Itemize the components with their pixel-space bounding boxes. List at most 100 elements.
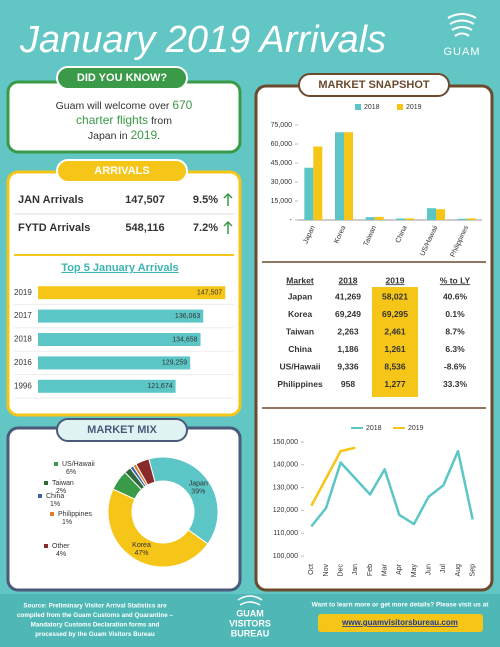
table-cell: China — [288, 344, 312, 354]
x-tick-label: May — [411, 564, 418, 578]
x-tick-label: Jul — [440, 564, 447, 573]
bar — [396, 218, 406, 220]
x-tick-label: Apr — [396, 563, 403, 575]
value-label: 129,259 — [162, 360, 187, 367]
market-mix-title: MARKET MIX — [87, 424, 157, 436]
table-cell: Japan — [288, 291, 313, 301]
did-you-know-title: DID YOU KNOW? — [77, 72, 168, 84]
bar — [38, 333, 201, 346]
table-header: 2018 — [339, 275, 358, 285]
cta-text: Want to learn more or get more details? … — [312, 602, 490, 609]
slice-value: 1% — [50, 501, 60, 508]
table-cell: 8.7% — [445, 326, 465, 336]
x-tick-label: Aug — [455, 564, 462, 577]
table-header: % to LY — [440, 275, 471, 285]
slice-value: 39% — [191, 488, 205, 495]
value-label: 121,674 — [147, 383, 172, 390]
category-label: 2016 — [14, 358, 32, 367]
footer-logo-mark — [237, 595, 263, 606]
donut-slice — [107, 488, 209, 568]
bar — [38, 286, 226, 300]
table-cell: 8,536 — [384, 361, 406, 371]
url-button[interactable] — [318, 614, 483, 632]
legend-swatch — [397, 104, 403, 110]
table-cell: -8.6% — [444, 361, 467, 371]
arrival-change: 7.2% — [193, 222, 218, 234]
bar — [38, 309, 204, 323]
category-label: 2019 — [14, 288, 32, 297]
donut-slice — [148, 456, 219, 545]
table-cell: 58,021 — [382, 291, 408, 301]
fact-line: Guam will welcome over 670 — [56, 98, 193, 112]
fact-text: from — [148, 115, 172, 127]
x-tick-label: Jan — [352, 564, 359, 575]
bar — [427, 208, 436, 220]
bar — [405, 218, 415, 220]
table-header: Market — [286, 275, 314, 285]
slice-value: 47% — [134, 550, 148, 557]
value-label: 136,063 — [175, 313, 200, 320]
arrivals-title: ARRIVALS — [94, 165, 149, 177]
fact-line: Japan in 2019. — [88, 128, 160, 142]
y-tick-label: 100,000 — [273, 553, 298, 560]
y-tick-label: 130,000 — [273, 484, 298, 491]
x-tick-label: Feb — [367, 564, 374, 576]
table-cell: US/Hawaii — [279, 361, 320, 371]
fact-line: charter flights from — [76, 113, 172, 127]
arrival-count: 147,507 — [125, 194, 165, 206]
table-header: 2019 — [386, 275, 405, 285]
donut-slice — [135, 458, 156, 486]
footer-logo-text: BUREAU — [231, 628, 270, 638]
snapshot-pill — [298, 73, 450, 97]
bar — [38, 356, 191, 370]
legend-label: 2018 — [364, 104, 380, 111]
logo-mark — [447, 13, 477, 37]
x-tick-label: Dec — [338, 564, 345, 577]
y-tick-label: 140,000 — [273, 462, 298, 469]
table-cell: 958 — [341, 379, 355, 389]
y-tick-label: 75,000 — [271, 122, 293, 129]
arrival-change: 9.5% — [193, 194, 218, 206]
table-cell: 6.3% — [445, 344, 465, 354]
slice-label: Other — [52, 543, 70, 550]
bar — [313, 146, 323, 220]
slice-value: 2% — [56, 488, 66, 495]
bar — [365, 217, 375, 220]
slice-label: US/Hawaii — [62, 461, 95, 468]
x-tick-label: Oct — [308, 564, 315, 575]
label-swatch — [54, 462, 58, 466]
up-arrow — [223, 220, 233, 234]
y-tick-label: 110,000 — [273, 530, 298, 537]
y-tick-label: 30,000 — [271, 179, 293, 186]
footer-logo-text: VISITORS — [229, 618, 271, 628]
category-label: 2017 — [14, 311, 32, 320]
legend-label: 2019 — [406, 104, 422, 111]
bar — [344, 132, 353, 220]
bar — [374, 216, 384, 220]
source-text: processed by the Guam Visitors Bureau — [35, 631, 155, 638]
url[interactable]: www.guamvisitorsbureau.com — [341, 618, 458, 627]
value-label: 134,658 — [172, 336, 197, 343]
footer-logo-text: GUAM — [236, 608, 264, 618]
x-tick-label: Jun — [426, 564, 433, 575]
legend-label: 2019 — [408, 425, 424, 432]
arrival-label: FYTD Arrivals — [18, 222, 90, 234]
y-tick-label: 120,000 — [273, 507, 298, 514]
line-series — [310, 446, 356, 507]
table-cell: 2,263 — [337, 326, 359, 336]
y-tick-label: 45,000 — [271, 160, 293, 167]
y-tick-label: 150,000 — [273, 439, 298, 446]
label-swatch — [44, 481, 48, 485]
snapshot-title: MARKET SNAPSHOT — [318, 79, 430, 91]
label-swatch — [50, 512, 54, 516]
table-cell: 33.3% — [443, 379, 468, 389]
slice-label: Japan — [189, 480, 208, 487]
fact-highlight: 670 — [172, 98, 192, 112]
source-text: Source: Preliminary Visitor Arrival Stat… — [23, 603, 167, 610]
slice-value: 6% — [66, 469, 76, 476]
source-text: Mandatory Customs Declaration forms and — [31, 622, 160, 629]
slice-label: Philippines — [58, 511, 92, 518]
up-arrow — [223, 192, 233, 206]
y-tick-label: - — [290, 217, 293, 224]
table-cell: Korea — [288, 309, 312, 319]
